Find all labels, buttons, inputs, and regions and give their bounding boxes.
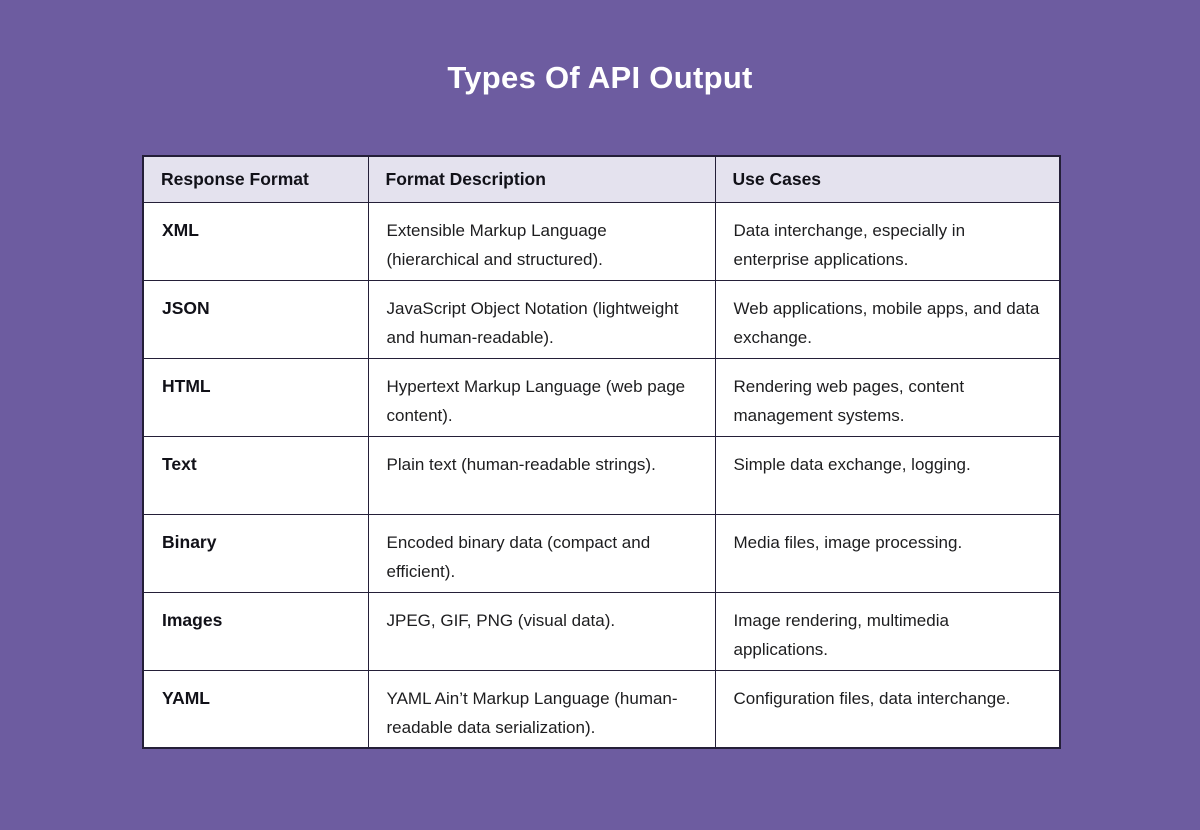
cell-format-description: YAML Ain’t Markup Language (human-readab… (367, 669, 716, 749)
api-output-table: Response Format Format Description Use C… (142, 155, 1061, 749)
cell-format-description: Hypertext Markup Language (web page cont… (367, 357, 716, 437)
cell-use-cases: Configuration files, data interchange. (714, 669, 1061, 749)
table-header: Response Format Format Description Use C… (142, 155, 1061, 203)
header-response-format: Response Format (142, 155, 369, 203)
cell-use-cases: Web applications, mobile apps, and data … (714, 279, 1061, 359)
table-header-row: Response Format Format Description Use C… (142, 155, 1061, 203)
header-use-cases: Use Cases (714, 155, 1061, 203)
table-row: Text Plain text (human-readable strings).… (142, 435, 1061, 515)
header-format-description: Format Description (367, 155, 716, 203)
table-row: JSON JavaScript Object Notation (lightwei… (142, 279, 1061, 359)
page-title: Types Of API Output (447, 60, 753, 95)
cell-response-format: Images (142, 591, 369, 671)
cell-use-cases: Rendering web pages, content management … (714, 357, 1061, 437)
table-row: XML Extensible Markup Language (hierarchi… (142, 201, 1061, 281)
cell-use-cases: Image rendering, multimedia applications… (714, 591, 1061, 671)
cell-response-format: YAML (142, 669, 369, 749)
table-row: Images JPEG, GIF, PNG (visual data). Image… (142, 591, 1061, 671)
cell-use-cases: Simple data exchange, logging. (714, 435, 1061, 515)
cell-use-cases: Media files, image processing. (714, 513, 1061, 593)
cell-use-cases: Data interchange, especially in enterpri… (714, 201, 1061, 281)
cell-format-description: JavaScript Object Notation (lightweight … (367, 279, 716, 359)
cell-format-description: Plain text (human-readable strings). (367, 435, 716, 515)
cell-format-description: JPEG, GIF, PNG (visual data). (367, 591, 716, 671)
table-row: Binary Encoded binary data (compact and e… (142, 513, 1061, 593)
table-row: YAML YAML Ain’t Markup Language (human-re… (142, 669, 1061, 749)
cell-response-format: Binary (142, 513, 369, 593)
cell-response-format: HTML (142, 357, 369, 437)
table-row: HTML Hypertext Markup Language (web page … (142, 357, 1061, 437)
cell-format-description: Encoded binary data (compact and efficie… (367, 513, 716, 593)
cell-format-description: Extensible Markup Language (hierarchical… (367, 201, 716, 281)
table-body: XML Extensible Markup Language (hierarchi… (142, 201, 1061, 749)
cell-response-format: JSON (142, 279, 369, 359)
cell-response-format: XML (142, 201, 369, 281)
cell-response-format: Text (142, 435, 369, 515)
